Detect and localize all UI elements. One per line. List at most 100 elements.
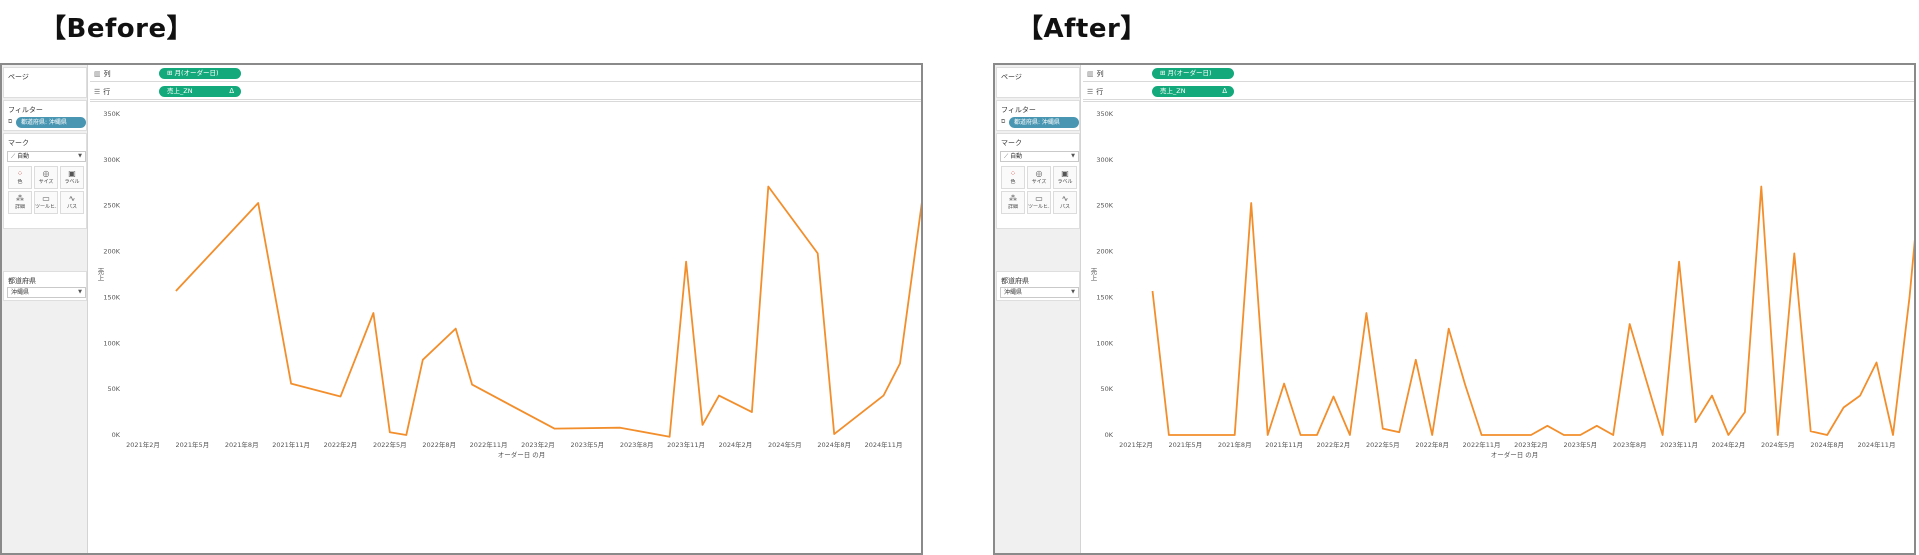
mark-color-button[interactable]: ⁘ 色 (1001, 166, 1025, 189)
parameter-dropdown[interactable]: 沖縄県 ▼ (7, 287, 86, 298)
columns-pill[interactable]: ⊞ 月(オーダー日) (159, 68, 241, 79)
mark-tooltip-button[interactable]: ▭ ツールヒ... (1027, 191, 1051, 214)
chart-area: 0K 50K 100K 150K 200K 250K 300K 350K 2021年2月 2021… (90, 101, 921, 553)
parameter-card: 都道府県 沖縄県 ▼ (3, 271, 87, 301)
detail-icon: ⁂ (16, 194, 24, 203)
mark-type-dropdown[interactable]: ⟋ 自動 ▼ (7, 151, 86, 162)
mark-tooltip-button[interactable]: ▭ ツールヒ... (34, 191, 58, 214)
x-tick-label: 2021年2月 (126, 440, 160, 449)
x-tick-label: 2024年11月 (1858, 440, 1896, 449)
tableau-window: ページ フィルター ⧉ 都道府県: 沖縄県 マーク ⟋ 自動 ▼ ⁘ 色 (0, 63, 923, 555)
y-tick-label: 50K (1100, 385, 1113, 393)
x-tick-label: 2022年8月 (1415, 440, 1449, 449)
x-tick-label: 2023年8月 (620, 440, 654, 449)
y-tick-label: 100K (103, 339, 120, 347)
mark-label-button[interactable]: ▣ ラベル (1053, 166, 1077, 189)
y-tick-label: 350K (103, 110, 120, 118)
x-tick-label: 2023年11月 (1660, 440, 1698, 449)
y-tick-label: 200K (103, 248, 120, 256)
rows-pill[interactable]: 売上_ZN Δ (159, 86, 241, 97)
filter-icon: ⧉ (1001, 118, 1006, 125)
columns-icon: ▥ (1087, 70, 1094, 78)
tableau-window: ページ フィルター ⧉ 都道府県: 沖縄県 マーク ⟋ 自動 ▼ ⁘ 色 (993, 63, 1916, 555)
rows-shelf[interactable]: ☰ 行 売上_ZN Δ (1083, 83, 1914, 100)
pages-card[interactable]: ページ (3, 67, 87, 98)
path-icon: ∿ (68, 194, 76, 203)
mark-detail-button[interactable]: ⁂ 詳細 (8, 191, 32, 214)
parameter-title: 都道府県 (8, 277, 36, 285)
y-tick-label: 100K (1096, 339, 1113, 347)
y-tick-label: 300K (1096, 156, 1113, 164)
x-tick-label: 2024年11月 (865, 440, 903, 449)
x-tick-label: 2023年2月 (1514, 440, 1548, 449)
x-tick-label: 2022年11月 (1463, 440, 1501, 449)
columns-pill[interactable]: ⊞ 月(オーダー日) (1152, 68, 1234, 79)
x-tick-label: 2022年2月 (324, 440, 358, 449)
sales-line[interactable] (1151, 121, 1917, 436)
chevron-down-icon: ▼ (78, 289, 82, 295)
x-tick-label: 2022年11月 (470, 440, 508, 449)
line-mark-icon: ⟋ (1004, 153, 1009, 160)
columns-shelf[interactable]: ▥ 列 ⊞ 月(オーダー日) (90, 65, 921, 82)
columns-shelf-label: ▥ 列 (1087, 70, 1104, 78)
x-tick-label: 2024年2月 (719, 440, 753, 449)
mark-size-button[interactable]: ◎ サイズ (1027, 166, 1051, 189)
calendar-icon: ⊞ (1160, 69, 1168, 77)
mark-tooltip-label: ツールヒ... (35, 204, 57, 210)
filters-card[interactable]: フィルター ⧉ 都道府県: 沖縄県 (3, 100, 87, 131)
x-tick-label: 2023年5月 (570, 440, 604, 449)
columns-shelf[interactable]: ▥ 列 ⊞ 月(オーダー日) (1083, 65, 1914, 82)
y-axis-title: 売上 (96, 267, 104, 282)
x-tick-label: 2024年8月 (817, 440, 851, 449)
x-tick-label: 2023年2月 (521, 440, 555, 449)
path-icon: ∿ (1061, 194, 1069, 203)
filter-icon: ⧉ (8, 118, 13, 125)
x-tick-label: 2022年5月 (1366, 440, 1400, 449)
x-tick-label: 2021年2月 (1119, 440, 1153, 449)
mark-path-button[interactable]: ∿ パス (1053, 191, 1077, 214)
columns-icon: ▥ (94, 70, 101, 78)
mark-detail-label: 詳細 (14, 204, 25, 210)
y-tick-label: 250K (103, 202, 120, 210)
mark-label-button[interactable]: ▣ ラベル (60, 166, 84, 189)
x-tick-label: 2023年8月 (1613, 440, 1647, 449)
pages-title: ページ (1001, 73, 1022, 81)
sales-line[interactable] (175, 121, 923, 438)
mark-path-button[interactable]: ∿ パス (60, 191, 84, 214)
filters-card[interactable]: フィルター ⧉ 都道府県: 沖縄県 (996, 100, 1080, 131)
y-tick-label: 0K (1105, 431, 1114, 439)
label-icon: ▣ (1061, 169, 1069, 178)
parameter-value: 沖縄県 (11, 289, 30, 296)
x-tick-label: 2024年8月 (1810, 440, 1844, 449)
parameter-dropdown[interactable]: 沖縄県 ▼ (1000, 287, 1079, 298)
mark-detail-button[interactable]: ⁂ 詳細 (1001, 191, 1025, 214)
mark-type-dropdown[interactable]: ⟋ 自動 ▼ (1000, 151, 1079, 162)
x-tick-label: 2024年5月 (768, 440, 802, 449)
filter-pill[interactable]: 都道府県: 沖縄県 (16, 117, 86, 128)
rows-shelf[interactable]: ☰ 行 売上_ZN Δ (90, 83, 921, 100)
filters-title: フィルター (1001, 106, 1036, 114)
mark-size-button[interactable]: ◎ サイズ (34, 166, 58, 189)
parameter-title: 都道府県 (1001, 277, 1029, 285)
mark-label-label: ラベル (1057, 179, 1073, 185)
x-tick-label: 2024年5月 (1761, 440, 1795, 449)
columns-shelf-label: ▥ 列 (94, 70, 111, 78)
label-icon: ▣ (68, 169, 76, 178)
left-sidebar: ページ フィルター ⧉ 都道府県: 沖縄県 マーク ⟋ 自動 ▼ ⁘ 色 (995, 65, 1081, 553)
parameter-value: 沖縄県 (1004, 289, 1023, 296)
pages-card[interactable]: ページ (996, 67, 1080, 98)
rows-pill[interactable]: 売上_ZN Δ (1152, 86, 1234, 97)
mark-detail-label: 詳細 (1007, 204, 1018, 210)
marks-card: マーク ⟋ 自動 ▼ ⁘ 色 ◎ サイズ ▣ ラベル (996, 133, 1080, 229)
y-tick-label: 0K (112, 431, 121, 439)
mark-color-button[interactable]: ⁘ 色 (8, 166, 32, 189)
x-tick-label: 2023年11月 (667, 440, 705, 449)
rows-shelf-label: ☰ 行 (94, 88, 111, 96)
line-chart: 0K 50K 100K 150K 200K 250K 300K 350K 2021年2月 2021… (96, 110, 923, 459)
filter-pill[interactable]: 都道府県: 沖縄県 (1009, 117, 1079, 128)
x-tick-label: 2022年8月 (422, 440, 456, 449)
x-tick-label: 2021年11月 (1265, 440, 1303, 449)
mark-type-value: 自動 (17, 153, 30, 160)
y-tick-label: 150K (1096, 293, 1113, 301)
size-icon: ◎ (42, 169, 50, 178)
